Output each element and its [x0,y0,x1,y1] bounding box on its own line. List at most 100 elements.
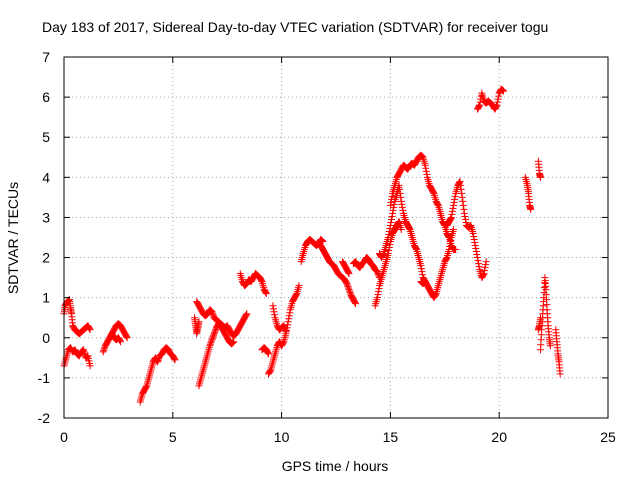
data-point [480,270,488,278]
data-point [351,299,359,307]
data-point [494,98,502,106]
data-point [450,201,458,209]
data-point [556,370,564,378]
data-point [266,367,274,375]
data-point [418,271,426,279]
data-point [481,264,489,272]
data-point [495,92,503,100]
data-point [450,198,458,206]
data-point [344,283,352,291]
data-point [448,210,456,218]
data-point [116,337,124,345]
data-point [373,294,381,302]
data-point [387,218,395,226]
data-point [207,337,215,345]
data-point [398,203,406,211]
data-point [447,237,455,245]
y-axis-label: SDTVAR / TECUs [5,182,21,294]
data-point [285,312,293,320]
data-point [386,201,394,209]
data-point [343,280,351,288]
y-tick-label: 2 [42,250,50,266]
data-point [537,314,545,322]
data-point [279,339,287,347]
data-point [462,218,470,226]
data-point [445,246,453,254]
data-point [498,86,506,94]
data-point [292,291,300,299]
data-point [385,227,393,235]
data-point [171,356,179,364]
data-point [398,200,406,208]
data-point [154,356,162,364]
chart-title: Day 183 of 2017, Sidereal Day-to-day VTE… [42,19,548,35]
data-point [280,322,288,330]
data-point [319,238,327,246]
data-point [473,251,481,259]
axis-ticks: 0 5 10 15 20 25 -2 -1 0 1 2 3 4 5 6 7 [38,49,616,445]
data-point [434,200,442,208]
data-point [397,193,405,201]
data-point [346,287,354,295]
data-point [546,342,554,350]
y-tick-label: 7 [42,49,50,65]
data-point [345,269,353,277]
data-point [209,333,217,341]
data-point [537,173,545,181]
data-point [269,302,277,310]
data-point [209,309,217,317]
data-point [100,346,108,354]
data-point [386,224,394,232]
data-point [229,338,237,346]
data-point [417,265,425,273]
data-point [387,215,395,223]
data-point [374,291,382,299]
data-point [243,310,251,318]
data-point [471,239,479,247]
y-tick-label: 5 [42,129,50,145]
data-point [429,188,437,196]
data-point [399,206,407,214]
data-point [209,311,217,319]
data-point [262,289,270,297]
data-point [459,201,467,209]
data-point [460,205,468,213]
data-point [209,334,217,342]
data-point [281,326,289,334]
x-tick-label: 15 [383,429,399,445]
x-tick-label: 25 [600,429,616,445]
data-point [264,349,272,357]
data-point [375,285,383,293]
data-point [475,260,483,268]
data-point [469,229,477,237]
data-point [83,353,91,361]
data-point [345,284,353,292]
data-point [208,336,216,344]
data-point [471,242,479,250]
data-point [142,383,150,391]
data-point [448,207,456,215]
data-point [482,258,490,266]
x-tick-label: 5 [169,429,177,445]
x-tick-label: 10 [274,429,290,445]
data-point [286,309,294,317]
data-point [451,192,459,200]
data-point [343,281,351,289]
data-point [206,340,214,348]
y-tick-label: 4 [42,169,50,185]
data-point [210,331,218,339]
data-point [379,251,387,259]
data-point [447,214,455,222]
data-point [346,289,354,297]
data-point [257,277,265,285]
data-point [422,167,430,175]
data-point [527,205,535,213]
data-point [281,325,289,333]
data-point [269,305,277,313]
data-point [385,230,393,238]
data-point [405,224,413,232]
data-point [79,346,87,354]
data-point [457,185,465,193]
